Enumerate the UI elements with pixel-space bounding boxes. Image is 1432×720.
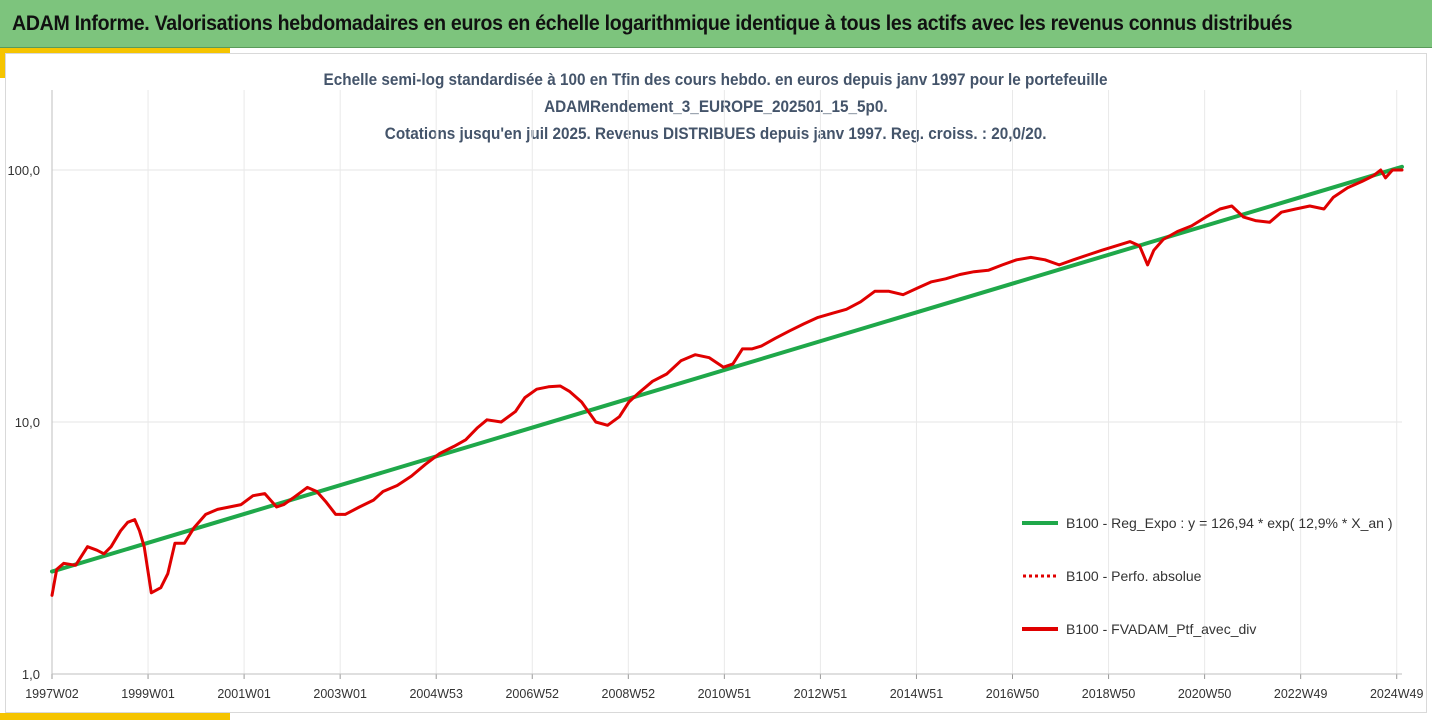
x-tick-label: 2014W51 [890, 687, 944, 701]
x-tick-label: 1999W01 [121, 687, 175, 701]
x-tick-label: 2004W53 [409, 687, 463, 701]
accent-bar-left [0, 48, 5, 78]
chart-series [50, 164, 1404, 597]
y-tick-label: 10,0 [15, 415, 40, 430]
accent-bar-top [0, 48, 230, 53]
header-banner: ADAM Informe. Valorisations hebdomadaire… [0, 0, 1432, 48]
x-tick-label: 1997W02 [25, 687, 79, 701]
y-tick-label: 100,0 [7, 163, 40, 178]
x-tick-label: 2024W49 [1370, 687, 1424, 701]
y-tick-label: 1,0 [22, 667, 40, 682]
x-tick-label: 2010W51 [698, 687, 752, 701]
x-tick-label: 2006W52 [505, 687, 559, 701]
x-tick-label: 2020W50 [1178, 687, 1232, 701]
accent-bar-bottom [0, 713, 230, 720]
legend-swatch-red-dotted [1023, 574, 1058, 578]
x-tick-label: 2008W52 [602, 687, 656, 701]
chart-frame [5, 53, 1427, 713]
chart-grid [51, 90, 1402, 675]
legend-swatch-green-line [1022, 521, 1058, 525]
x-tick-label: 2003W01 [313, 687, 367, 701]
legend-item-perfo-absolue: B100 - Perfo. absolue [1022, 566, 1201, 586]
page-title: ADAM Informe. Valorisations hebdomadaire… [12, 12, 1293, 35]
legend-item-reg-expo: B100 - Reg_Expo : y = 126,94 * exp( 12,9… [1022, 513, 1392, 533]
legend-label: B100 - Reg_Expo : y = 126,94 * exp( 12,9… [1066, 515, 1393, 531]
chart-title-line-1: Echelle semi-log standardisée à 100 en T… [324, 70, 1108, 89]
legend-swatch-red-line [1022, 627, 1058, 631]
legend-label: B100 - Perfo. absolue [1066, 568, 1202, 584]
series-line-reg-expo [50, 164, 1404, 574]
x-tick-label: 2022W49 [1274, 687, 1328, 701]
chart-title-line-3: Cotations jusqu'en juil 2025. Revenus DI… [385, 124, 1047, 143]
x-tick-label: 2018W50 [1082, 687, 1136, 701]
series-line-fvadam [50, 168, 1404, 597]
chart-labels: 1,0 10,0 100,0 1997W02 1999W01 2001W01 2003W01… [7, 163, 1423, 701]
x-tick-label: 2012W51 [794, 687, 848, 701]
x-tick-label: 2001W01 [217, 687, 271, 701]
x-tick-label: 2016W50 [986, 687, 1040, 701]
legend-item-fvadam: B100 - FVADAM_Ptf_avec_div [1022, 619, 1256, 639]
legend-label: B100 - FVADAM_Ptf_avec_div [1066, 621, 1257, 637]
chart-title-line-2: ADAMRendement_3_EUROPE_202501_15_5p0. [544, 97, 888, 116]
chart-axes [51, 90, 1402, 679]
